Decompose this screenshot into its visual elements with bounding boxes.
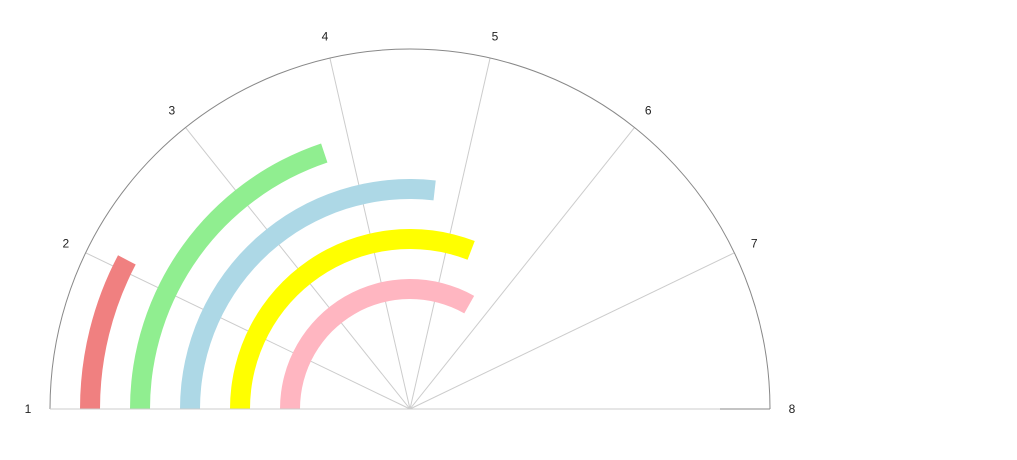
gridline-7 [409, 252, 735, 410]
tick-label-7: 7 [751, 236, 758, 250]
tick-label-4: 4 [322, 30, 329, 44]
tick-label-3: 3 [168, 103, 175, 117]
outer-arc [49, 48, 771, 410]
series-bars [80, 143, 475, 410]
bar-4 [230, 229, 475, 409]
tick-label-5: 5 [492, 30, 499, 44]
bar-5 [280, 279, 475, 409]
tick-label-8: 8 [789, 402, 796, 416]
gridline-6 [409, 127, 635, 410]
bar-3 [180, 178, 436, 409]
tick-labels: 1 2 3 4 5 6 7 8 [25, 30, 796, 416]
gauge-outline [49, 48, 771, 410]
bar-2 [130, 143, 328, 410]
tick-label-2: 2 [62, 236, 69, 250]
tick-label-1: 1 [25, 402, 32, 416]
bar-1 [80, 255, 136, 409]
tick-label-6: 6 [645, 103, 652, 117]
